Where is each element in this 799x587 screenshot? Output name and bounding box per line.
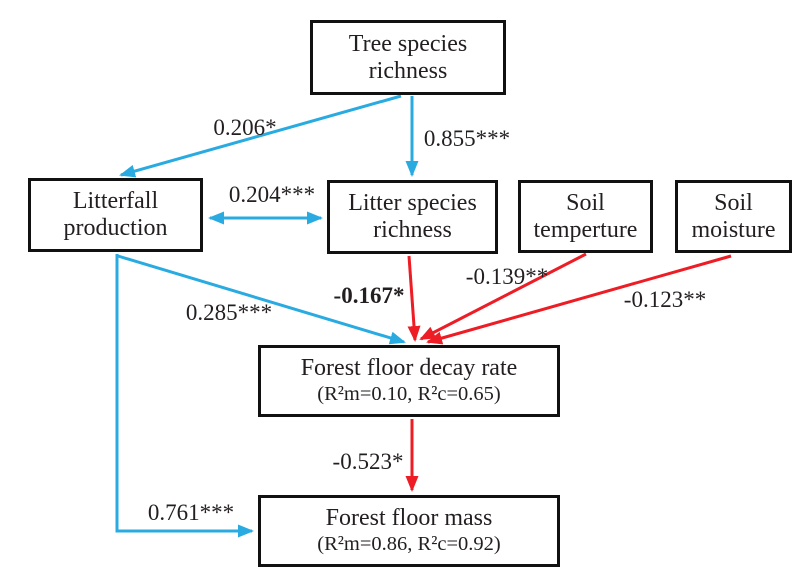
node-forest-floor-decay-rate: Forest floor decay rate (R²m=0.10, R²c=0… <box>258 345 560 417</box>
path-litterfall-to-mass <box>115 254 254 538</box>
edge-label-soil-moisture-decay: -0.123** <box>623 287 707 312</box>
edge-label-litterfall-mass: 0.761*** <box>147 500 235 525</box>
node-litterfall-production: Litterfall production <box>28 178 203 252</box>
node-title: Tree species richness <box>348 30 468 84</box>
edge-label-litterfall-litter: 0.204*** <box>228 182 316 207</box>
edge-label-tree-litter: 0.855*** <box>423 126 511 151</box>
node-soil-moisture: Soil moisture <box>675 180 792 253</box>
node-litter-species-richness: Litter species richness <box>327 180 498 254</box>
node-tree-species-richness: Tree species richness <box>310 20 506 95</box>
node-title: Forest floor decay rate <box>300 355 518 382</box>
path-soil-moisture-to-decay <box>426 254 732 345</box>
node-title: Soil moisture <box>691 189 776 243</box>
edge-label-tree-litterfall: 0.206* <box>213 115 277 140</box>
node-title: Forest floor mass <box>325 505 493 532</box>
edge-label-litter-decay: -0.167* <box>333 283 405 308</box>
path-soil-temperature-to-decay <box>419 252 587 341</box>
node-r-squared: (R²m=0.86, R²c=0.92) <box>317 533 501 556</box>
node-title: Litterfall production <box>63 188 168 241</box>
path-tree-to-litterfall <box>119 94 402 178</box>
path-litter-to-decay <box>407 255 421 342</box>
node-r-squared: (R²m=0.10, R²c=0.65) <box>317 383 501 406</box>
edge-label-decay-mass: -0.523* <box>332 449 404 474</box>
path-litterfall-to-decay <box>117 254 406 345</box>
node-title: Litter species richness <box>348 190 477 243</box>
node-forest-floor-mass: Forest floor mass (R²m=0.86, R²c=0.92) <box>258 495 560 567</box>
edge-label-soil-temperature-decay: -0.139** <box>465 264 549 289</box>
node-title: Soil temperture <box>533 189 638 243</box>
edge-label-litterfall-decay: 0.285*** <box>185 300 273 325</box>
node-soil-temperature: Soil temperture <box>518 180 653 253</box>
